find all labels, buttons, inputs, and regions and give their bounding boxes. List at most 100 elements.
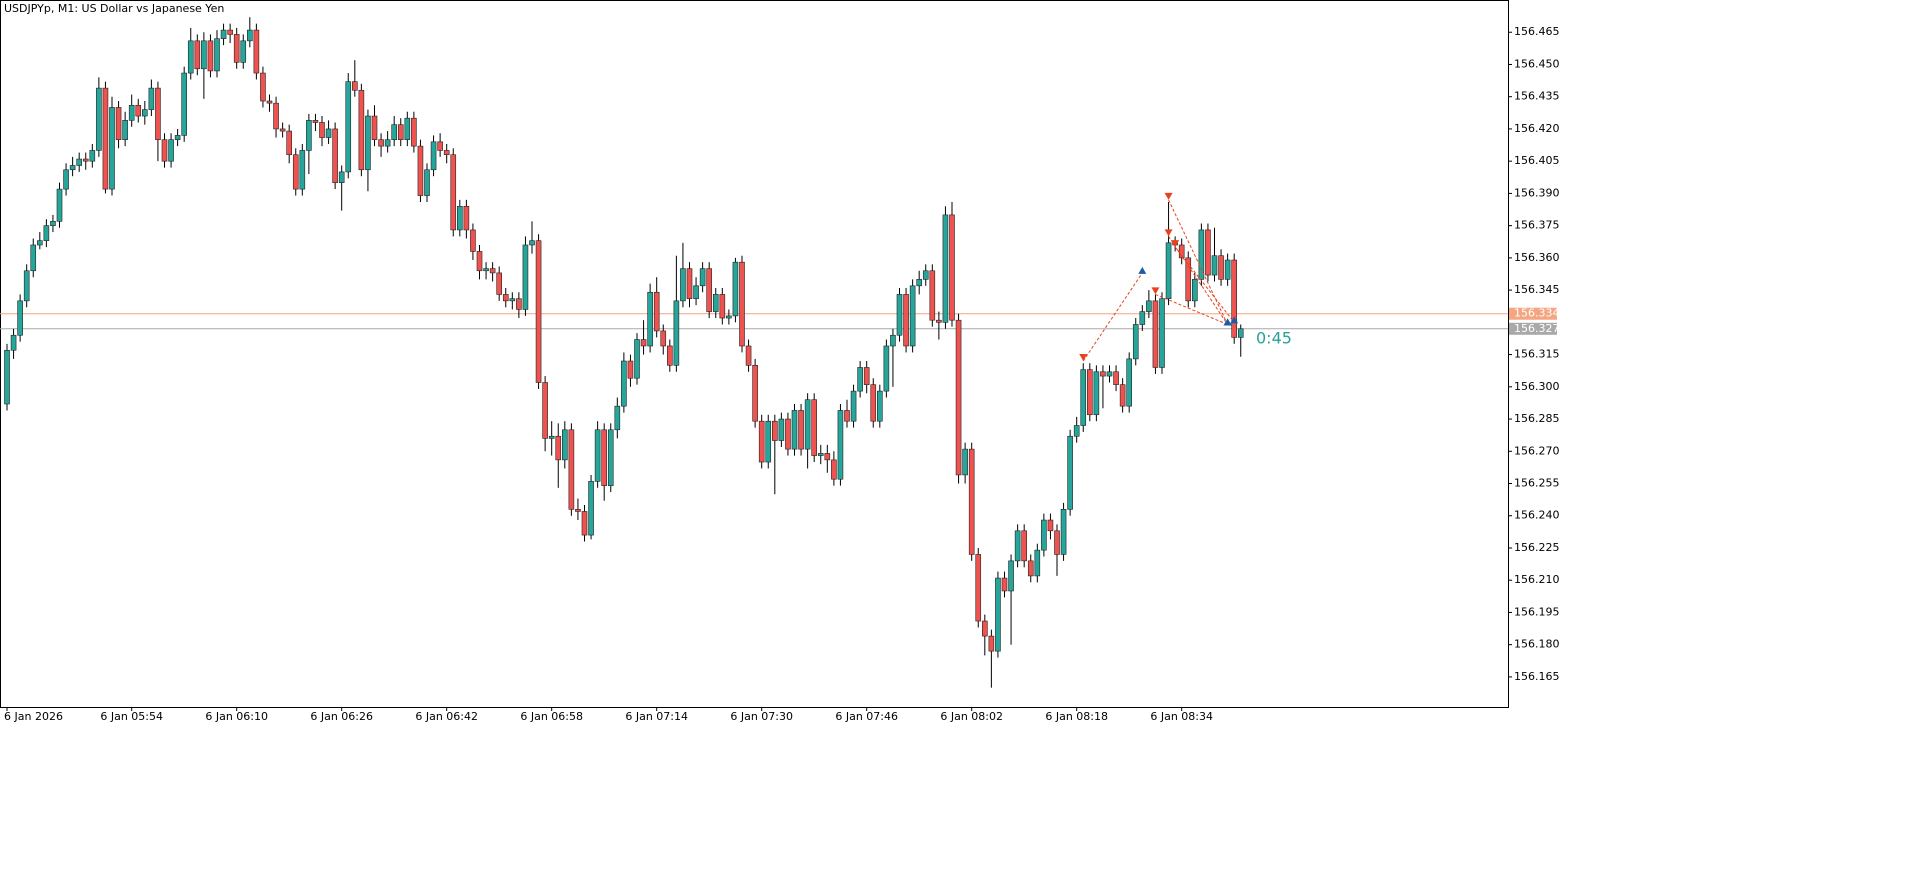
- candle-body: [548, 435, 555, 439]
- candle-body: [4, 349, 10, 405]
- candle-body: [424, 169, 430, 196]
- candle-body: [955, 319, 962, 476]
- candle-body: [1073, 425, 1080, 437]
- candle-body: [962, 448, 968, 476]
- y-tick-label: 156.390: [1514, 186, 1560, 199]
- candle-body: [824, 453, 831, 461]
- y-tick-label: 156.300: [1514, 380, 1560, 393]
- y-tick-label: 156.240: [1514, 509, 1560, 522]
- candle-body: [798, 410, 804, 450]
- candle-body: [76, 158, 82, 166]
- candle-body: [240, 40, 247, 63]
- candle-body: [686, 268, 693, 300]
- candle-body: [745, 345, 752, 366]
- candle-body: [69, 165, 76, 171]
- candle-body: [562, 429, 568, 461]
- candle-body: [581, 511, 588, 536]
- candle-body: [1126, 358, 1132, 407]
- candle-body: [680, 268, 686, 302]
- candle-body: [82, 158, 89, 162]
- candle-body: [155, 87, 161, 140]
- candle-body: [1152, 300, 1159, 368]
- candle-body: [174, 135, 181, 140]
- candle-body: [1132, 324, 1139, 360]
- candle-body: [627, 360, 634, 379]
- candle-body: [647, 291, 653, 347]
- candle-body: [279, 128, 286, 132]
- candle-body: [345, 81, 352, 173]
- y-tick-label: 156.405: [1514, 154, 1560, 167]
- price-label: 156.327: [1514, 322, 1560, 335]
- candle-body: [148, 87, 155, 110]
- x-tick-label: 6 Jan 08:02: [940, 710, 1003, 723]
- candle-body: [555, 435, 562, 461]
- y-tick-label: 156.465: [1514, 25, 1560, 38]
- candle-body: [1218, 255, 1224, 280]
- candle-body: [988, 635, 995, 652]
- y-tick-label: 156.375: [1514, 219, 1560, 232]
- candle-body: [319, 122, 325, 138]
- candle-body: [463, 205, 470, 231]
- entry-arrow: [1079, 354, 1088, 362]
- candle-body: [273, 102, 279, 130]
- candle-body: [496, 272, 502, 295]
- candle-body: [529, 240, 535, 246]
- candle-body: [712, 294, 719, 312]
- candle-body: [10, 334, 17, 351]
- candle-body: [916, 279, 922, 287]
- candle-body: [306, 120, 312, 151]
- candle-body: [338, 171, 345, 183]
- candle-body: [870, 384, 877, 422]
- candle-body: [63, 169, 69, 190]
- y-tick-label: 156.435: [1514, 90, 1560, 103]
- candle-body: [739, 261, 745, 347]
- candle-body: [89, 150, 96, 162]
- candle-body: [850, 390, 857, 422]
- candle-body: [194, 40, 201, 70]
- candle-body: [929, 270, 936, 321]
- exit-arrow: [1138, 266, 1147, 274]
- x-tick-label: 6 Jan 07:14: [625, 710, 688, 723]
- candle-body: [37, 240, 43, 246]
- candle-body: [640, 339, 647, 347]
- candle-body: [220, 29, 227, 39]
- y-tick-label: 156.420: [1514, 122, 1560, 135]
- trade-line: [1155, 293, 1228, 325]
- candle-body: [233, 34, 240, 63]
- candle-body: [1087, 369, 1093, 416]
- candle-body: [214, 38, 220, 72]
- y-tick-label: 156.210: [1514, 573, 1560, 586]
- candle-body: [299, 150, 306, 190]
- candle-body: [535, 240, 542, 383]
- entry-arrow: [1164, 229, 1173, 237]
- candle-body: [135, 104, 142, 117]
- candle-body: [352, 81, 358, 91]
- candle-body: [443, 150, 450, 156]
- candle-body: [489, 268, 496, 274]
- candle-body: [673, 300, 680, 366]
- candle-body: [1231, 259, 1237, 338]
- candle-body: [417, 145, 424, 196]
- candle-body: [1159, 298, 1165, 368]
- x-tick-label: 6 Jan 08:34: [1150, 710, 1213, 723]
- candle-body: [522, 244, 529, 310]
- candle-body: [437, 141, 443, 151]
- candle-body: [227, 29, 233, 35]
- candle-body: [995, 577, 1001, 652]
- candle-body: [56, 188, 63, 222]
- candle-body: [1067, 435, 1073, 510]
- x-tick-label: 6 Jan 05:54: [100, 710, 163, 723]
- y-tick-label: 156.165: [1514, 670, 1560, 683]
- candle-body: [292, 154, 299, 190]
- candle-body: [896, 294, 903, 336]
- candle-body: [1106, 371, 1113, 377]
- x-tick-label: 6 Jan 2026: [4, 710, 63, 723]
- candle-body: [122, 120, 128, 140]
- candle-body: [502, 294, 509, 302]
- candle-body: [247, 29, 253, 42]
- y-tick-label: 156.315: [1514, 348, 1560, 361]
- candle-body: [286, 130, 292, 156]
- candle-body: [391, 124, 397, 140]
- x-tick-label: 6 Jan 06:10: [205, 710, 268, 723]
